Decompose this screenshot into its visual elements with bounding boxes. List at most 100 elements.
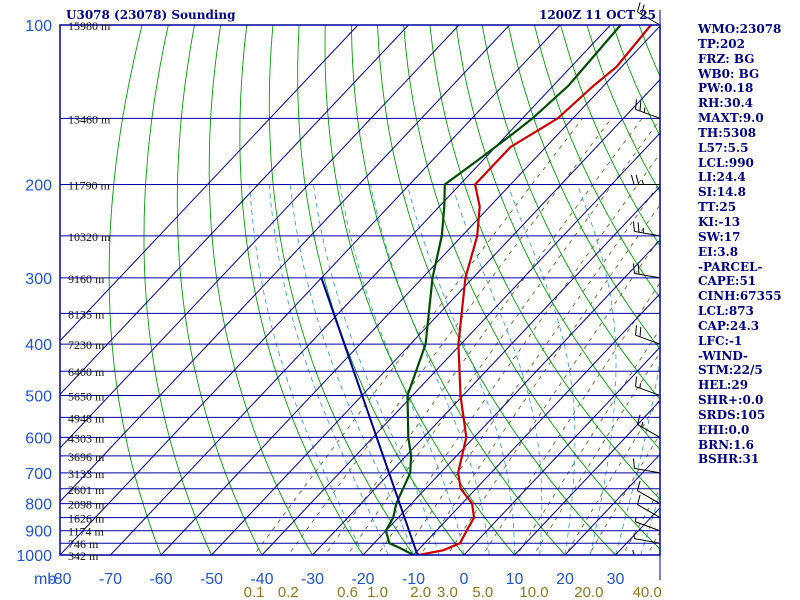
- wind-barb-flag: [637, 264, 640, 275]
- isotherm-line: [261, 132, 660, 555]
- isotherm-line: [110, 25, 611, 555]
- index-line: CAPE:51: [698, 274, 757, 289]
- dry-adiabat: [377, 25, 617, 555]
- temperature-tick-label: -20: [351, 571, 374, 588]
- parcel-line: [320, 277, 420, 555]
- index-line: TH:5308: [698, 125, 757, 140]
- dry-adiabat: [560, 25, 660, 247]
- height-label: 342 m: [68, 549, 99, 563]
- index-line: L57:5.5: [698, 140, 749, 155]
- temperature-tick-label: -70: [99, 571, 122, 588]
- isotherm-line: [312, 185, 660, 555]
- wind-barb: [634, 467, 661, 474]
- pressure-tick-label: 800: [25, 497, 52, 514]
- wind-barb-flag: [633, 263, 635, 274]
- wind-barb-flag: [637, 2, 641, 13]
- pressure-tick-label: 1000: [16, 548, 52, 565]
- wind-barb: [634, 538, 661, 544]
- isotherm-line: [514, 400, 660, 555]
- wind-barb-flag: [632, 550, 635, 556]
- wind-barb-flag: [641, 421, 644, 427]
- mixing-ratio-label: 0.2: [278, 584, 299, 600]
- mixing-ratio-label: 10.0: [519, 584, 548, 600]
- index-line: FRZ: BG: [698, 51, 755, 66]
- isotherm-line: [564, 453, 660, 555]
- height-label: 3696 m: [68, 450, 105, 464]
- index-line: RH:30.4: [698, 96, 753, 111]
- dry-adiabat: [534, 25, 660, 299]
- mixing-ratio-label: 1.0: [367, 584, 388, 600]
- height-label: 4948 m: [68, 411, 105, 425]
- dry-adiabat: [507, 25, 660, 350]
- wind-barb-flag: [637, 414, 641, 425]
- index-line: -PARCEL-: [698, 259, 763, 274]
- isotherm-line: [60, 25, 510, 503]
- pressure-tick-label: 500: [25, 388, 52, 405]
- index-line: TT:25: [698, 200, 737, 215]
- wind-barb-flag: [637, 494, 641, 505]
- index-line: LFC:-1: [698, 333, 743, 348]
- wind-barb-flag: [641, 179, 644, 185]
- temperature-tick-label: -30: [301, 571, 324, 588]
- dry-adiabat: [324, 25, 516, 555]
- index-line: EI:3.8: [698, 244, 739, 259]
- index-line: SHR+:0.0: [698, 393, 764, 408]
- temperature-tick-label: 30: [607, 571, 625, 588]
- wind-barb-flag: [641, 4, 645, 15]
- isotherm-line: [463, 346, 660, 555]
- index-line: STM:22/5: [698, 363, 763, 378]
- index-line: -WIND-: [698, 348, 748, 363]
- temperature-tick-label: -40: [250, 571, 273, 588]
- wind-barb-flag: [639, 326, 642, 337]
- index-line: CINH:67355: [698, 289, 782, 304]
- moist-adiabat: [339, 184, 465, 555]
- dry-adiabat: [350, 25, 566, 555]
- temperature-tick-label: 20: [556, 571, 574, 588]
- wind-barb-flag: [639, 101, 642, 112]
- dry-adiabat: [208, 25, 314, 555]
- wind-barb-flag: [633, 458, 635, 469]
- wind-barb-flag: [633, 221, 635, 232]
- wind-barb-flag: [635, 376, 637, 387]
- pressure-tick-label: 200: [25, 178, 52, 195]
- mixing-ratio-label: 3.0: [437, 584, 458, 600]
- mixing-ratio-label: 40.0: [633, 584, 662, 600]
- index-line: HEL:29: [698, 378, 749, 393]
- index-line: KI:-13: [698, 214, 741, 229]
- index-line: LCL:990: [698, 155, 754, 170]
- index-line: LCL:873: [698, 304, 754, 319]
- plot-grid: [60, 25, 660, 555]
- height-label: 746 m: [68, 537, 99, 551]
- wind-barb-flag: [635, 325, 637, 336]
- height-label: 4303 m: [68, 431, 105, 445]
- height-label: 11790 m: [68, 179, 111, 193]
- dry-adiabat: [239, 25, 364, 555]
- wind-barb: [637, 504, 661, 519]
- height-label: 1174 m: [68, 525, 105, 539]
- isotherm-line: [60, 25, 561, 555]
- index-line: WMO:23078: [698, 22, 782, 36]
- mixing-ratio-label: 0.1: [244, 584, 265, 600]
- dry-adiabat: [455, 25, 660, 451]
- wind-barb-flag: [637, 480, 641, 491]
- index-line: SW:17: [698, 229, 741, 244]
- index-line: SRDS:105: [698, 407, 766, 422]
- wind-barb-flag: [630, 174, 635, 185]
- mixing-ratio-label: 0.6: [337, 584, 358, 600]
- wind-barb-flag: [635, 174, 640, 185]
- height-label: 7230 m: [68, 338, 105, 352]
- temperature-tick-label: 0: [460, 571, 469, 588]
- index-line: TP:202: [698, 36, 746, 51]
- stability-indices-panel: WMO:23078 TP:202 FRZ: BG WB0: BG PW:0.18 RH:3…: [698, 22, 782, 467]
- isotherm-line: [211, 78, 660, 555]
- pressure-tick-label: 600: [25, 430, 52, 447]
- dry-adiabat: [108, 25, 162, 555]
- index-line: MAXT:9.0: [698, 111, 764, 126]
- sounding-time: 1200Z 11 OCT 25: [538, 8, 656, 22]
- temperature-line: [418, 25, 652, 555]
- pressure-tick-label: 900: [25, 524, 52, 541]
- pressure-unit-label: mb: [34, 571, 56, 588]
- pressure-tick-label: 100: [25, 18, 52, 35]
